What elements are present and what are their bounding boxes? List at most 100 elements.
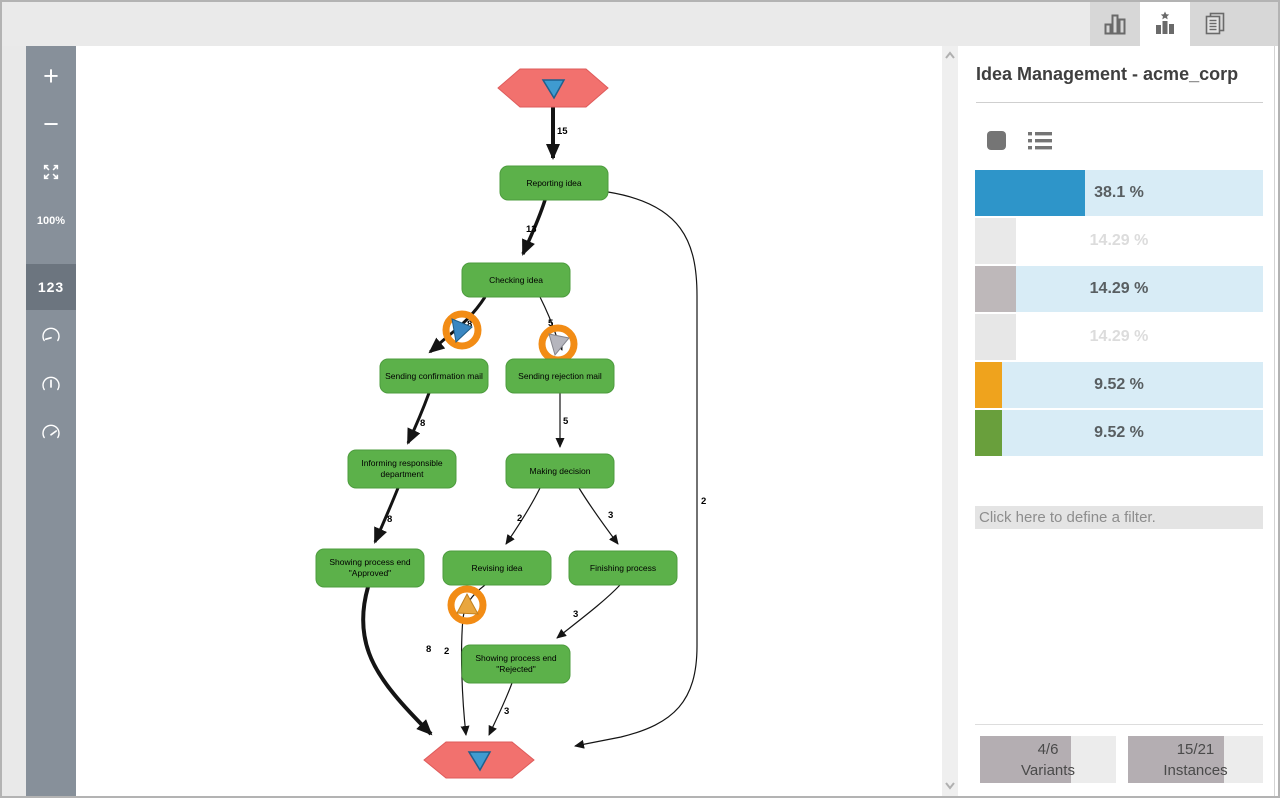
gauge-mid-button[interactable]: [26, 365, 76, 405]
node-finishing-process[interactable]: Finishing process: [568, 550, 678, 586]
variant-row-5[interactable]: 9.52 %: [975, 362, 1263, 408]
svg-text:Informing responsible: Informing responsible: [361, 458, 443, 468]
left-gutter: [2, 46, 26, 796]
gauge-low-button[interactable]: [26, 316, 76, 356]
panel-scrollbar-track[interactable]: [1274, 46, 1275, 796]
instances-count-value: 15/21: [1176, 741, 1215, 758]
svg-text:Revising idea: Revising idea: [471, 563, 522, 573]
node-sending-rejection-mail[interactable]: Sending rejection mail: [505, 358, 615, 394]
variant-percent: 38.1 %: [1094, 184, 1144, 201]
edge-rejected-end[interactable]: [488, 682, 513, 736]
define-filter-bar[interactable]: Click here to define a filter.: [975, 506, 1263, 529]
canvas-scrollbar[interactable]: [942, 46, 958, 796]
edge-confirm-informing[interactable]: [406, 392, 431, 445]
document-icon: [1205, 12, 1225, 35]
process-canvas[interactable]: 15 13 2 8 5 8 5 8 2 3 8 2 3 3: [76, 46, 942, 796]
filled-square-icon: [986, 130, 1006, 150]
variant-view-toggles: [984, 128, 1052, 152]
show-numbers-toggle[interactable]: 123: [26, 264, 76, 310]
bar-chart-icon: [1104, 14, 1126, 35]
edge-count: 2: [444, 646, 449, 657]
process-flowchart: 15 13 2 8 5 8 5 8 2 3 8 2 3 3: [315, 68, 706, 779]
svg-text:Reporting idea: Reporting idea: [526, 178, 582, 188]
edge-reporting-checking[interactable]: [521, 199, 547, 256]
end-node[interactable]: [423, 741, 535, 779]
variants-count-fill: [980, 736, 1071, 783]
edge-count: 5: [563, 416, 569, 427]
instances-count-box[interactable]: 15/21 Instances: [1128, 736, 1263, 783]
start-node[interactable]: [497, 68, 609, 108]
activity-nodes: Reporting idea Checking idea Sending con…: [315, 165, 678, 684]
zoom-out-button[interactable]: −: [43, 108, 59, 139]
gauge-needle-left-icon: [42, 327, 60, 342]
variant-bar: [975, 362, 1003, 408]
edge-count: 2: [701, 496, 706, 507]
tab-variants-view[interactable]: [1140, 2, 1190, 46]
variant-row-6[interactable]: 9.52 %: [975, 410, 1263, 456]
instances-count-label: Instances: [1163, 762, 1228, 779]
svg-text:department: department: [381, 469, 425, 479]
variants-count-label: Variants: [1021, 762, 1075, 779]
top-bar: [2, 2, 1278, 46]
variant-percent: 14.29 %: [1089, 328, 1149, 345]
variant-bar: [975, 314, 1017, 360]
variant-percent: 9.52 %: [1094, 376, 1144, 393]
view-tabs: [1090, 2, 1278, 46]
gauge-needle-right-icon: [42, 424, 60, 439]
node-sending-confirmation-mail[interactable]: Sending confirmation mail: [379, 358, 489, 394]
svg-text:Sending confirmation mail: Sending confirmation mail: [385, 371, 483, 381]
diagram-toolbar: + − 100% 123: [26, 46, 76, 796]
variant-row-2[interactable]: 14.29 %: [975, 218, 1263, 264]
gauge-high-button[interactable]: [26, 413, 76, 453]
variant-row-1[interactable]: 38.1 %: [975, 170, 1263, 216]
variant-row-4[interactable]: 14.29 %: [975, 314, 1263, 360]
marker-ring[interactable]: [442, 310, 482, 350]
expand-arrows-icon: [43, 164, 59, 180]
scroll-down-icon[interactable]: [943, 779, 957, 793]
node-reporting-idea[interactable]: Reporting idea: [499, 165, 609, 201]
tab-chart-view[interactable]: [1090, 2, 1140, 46]
scroll-up-icon[interactable]: [943, 49, 957, 63]
end-triangle-icon: [467, 751, 492, 772]
gauge-needle-center-icon: [42, 376, 60, 391]
zoom-in-button[interactable]: +: [43, 60, 59, 91]
panel-title: Idea Management - acme_corp: [976, 64, 1239, 84]
svg-text:"Rejected": "Rejected": [496, 664, 536, 674]
variant-row-3[interactable]: 14.29 %: [975, 266, 1263, 312]
node-showing-process-end-approved[interactable]: Showing process end "Approved": [315, 548, 425, 588]
list-icon: [1028, 131, 1052, 149]
edge-decision-revising[interactable]: [505, 487, 541, 545]
fit-to-screen-button[interactable]: [26, 152, 76, 192]
node-checking-idea[interactable]: Checking idea: [461, 262, 571, 298]
node-informing-responsible-department[interactable]: Informing responsible department: [347, 449, 457, 489]
edge-finishing-rejected[interactable]: [556, 584, 621, 639]
edge-approved-end[interactable]: [361, 586, 433, 736]
variant-percent: 9.52 %: [1094, 424, 1144, 441]
edge-informing-approved[interactable]: [373, 487, 400, 544]
edge-count: 3: [608, 510, 613, 521]
svg-text:"Approved": "Approved": [349, 568, 391, 578]
variant-bar: [975, 410, 1003, 456]
node-making-decision[interactable]: Making decision: [505, 453, 615, 489]
variant-percent: 14.29 %: [1089, 232, 1149, 249]
tab-report-view[interactable]: [1190, 2, 1240, 46]
block-view-button[interactable]: [984, 128, 1008, 152]
node-revising-idea[interactable]: Revising idea: [442, 550, 552, 586]
blue-triangle-marker-icon: [451, 318, 473, 343]
gray-triangle-marker-icon: [548, 333, 570, 357]
variant-bar: [975, 218, 1017, 264]
svg-text:Showing process end: Showing process end: [475, 653, 557, 663]
node-showing-process-end-rejected[interactable]: Showing process end "Rejected": [461, 644, 571, 684]
edge-reporting-end-bypass[interactable]: [574, 191, 698, 749]
variant-bar: [975, 266, 1017, 312]
variants-star-chart-icon: [1156, 11, 1174, 34]
variants-count-box[interactable]: 4/6 Variants: [980, 736, 1116, 783]
list-view-button[interactable]: [1028, 128, 1052, 152]
edge-decision-finishing[interactable]: [578, 487, 619, 545]
svg-text:Finishing process: Finishing process: [590, 563, 656, 573]
marker-ring[interactable]: [447, 585, 487, 625]
start-triangle-icon: [541, 79, 566, 100]
edge-count: 15: [557, 126, 568, 137]
variant-bar: [975, 170, 1085, 216]
